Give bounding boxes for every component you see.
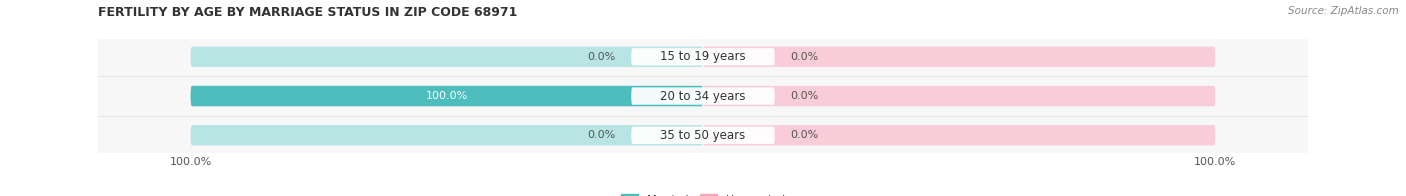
FancyBboxPatch shape: [191, 86, 703, 106]
FancyBboxPatch shape: [703, 86, 1215, 106]
Legend: Married, Unmarried: Married, Unmarried: [617, 190, 789, 196]
FancyBboxPatch shape: [191, 47, 703, 67]
FancyBboxPatch shape: [631, 87, 775, 105]
FancyBboxPatch shape: [191, 125, 703, 145]
FancyBboxPatch shape: [191, 86, 703, 106]
Text: 0.0%: 0.0%: [790, 52, 818, 62]
Text: Source: ZipAtlas.com: Source: ZipAtlas.com: [1288, 6, 1399, 16]
Text: 0.0%: 0.0%: [790, 130, 818, 140]
FancyBboxPatch shape: [703, 125, 1215, 145]
Text: FERTILITY BY AGE BY MARRIAGE STATUS IN ZIP CODE 68971: FERTILITY BY AGE BY MARRIAGE STATUS IN Z…: [98, 6, 517, 19]
Text: 35 to 50 years: 35 to 50 years: [661, 129, 745, 142]
FancyBboxPatch shape: [631, 127, 775, 144]
Text: 0.0%: 0.0%: [588, 130, 616, 140]
Text: 0.0%: 0.0%: [588, 52, 616, 62]
Text: 0.0%: 0.0%: [790, 91, 818, 101]
FancyBboxPatch shape: [631, 48, 775, 65]
Text: 100.0%: 100.0%: [426, 91, 468, 101]
FancyBboxPatch shape: [703, 47, 1215, 67]
Text: 15 to 19 years: 15 to 19 years: [661, 50, 745, 63]
Text: 20 to 34 years: 20 to 34 years: [661, 90, 745, 103]
